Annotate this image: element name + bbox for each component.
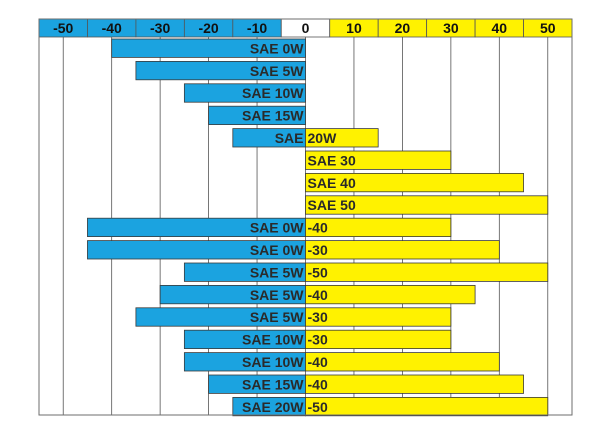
tick-label: 20: [395, 20, 411, 36]
grade-label-left: SAE 5W: [250, 309, 304, 325]
grade-label-left: SAE 5W: [250, 287, 304, 303]
grade-label-left: SAE 0W: [250, 40, 304, 56]
grade-label-right: -40: [308, 287, 328, 303]
hot-range-bar: [305, 172, 524, 193]
grade-label-right: -40: [308, 354, 328, 370]
plot-border: [38, 18, 573, 416]
cold-range-bar: [135, 61, 306, 81]
hot-range-bar: [305, 150, 452, 170]
tick-label: 0: [302, 20, 310, 36]
tick-label: -50: [53, 20, 73, 36]
grade-label-left: SAE 5W: [250, 264, 304, 280]
grade-label-left: SAE 0W: [250, 242, 304, 258]
grade-label-right: -50: [308, 399, 328, 415]
cold-range-bar: [183, 83, 306, 103]
hot-range-bar: [305, 352, 500, 372]
tick-label: -30: [150, 20, 170, 36]
hot-range-bar: [305, 195, 549, 215]
grade-label-right: -30: [308, 242, 328, 258]
grade-label-right: SAE 30: [308, 152, 356, 168]
hot-range-bar: [305, 396, 549, 417]
tick-label: 50: [540, 20, 556, 36]
grade-label-right: -40: [308, 376, 328, 392]
cold-range-bar: [111, 38, 306, 58]
grade-label-right: SAE 50: [308, 197, 356, 213]
grade-label-left: SAE 15W: [242, 108, 304, 124]
grade-label-left: SAE 20W: [242, 399, 304, 415]
cold-range-bar: [208, 105, 306, 125]
tick-label: -10: [247, 20, 267, 36]
hot-range-bar: [305, 307, 452, 327]
grade-label-left: SAE 10W: [242, 354, 304, 370]
grade-label-left: SAE 0W: [250, 220, 304, 236]
hot-range-bar: [305, 329, 452, 350]
bars: [87, 38, 549, 417]
grade-label-right: 20W: [308, 130, 338, 146]
grade-label-left: SAE 10W: [242, 332, 304, 348]
grade-label-right: -40: [308, 220, 328, 236]
tick-label: 10: [346, 20, 362, 36]
hot-range-bar: [305, 374, 524, 394]
grade-label-right: SAE 40: [308, 175, 356, 191]
tick-label: -40: [102, 20, 122, 36]
bar-labels: SAE 0W SAE 5W SAE 10W SAE 15W SAE 20W SAE 30 SA…: [242, 40, 356, 414]
grade-label-right: -30: [308, 332, 328, 348]
grade-label-left: SAE 10W: [242, 85, 304, 101]
tick-label: -20: [198, 20, 218, 36]
hot-range-bar: [305, 240, 500, 260]
tick-label: 40: [492, 20, 508, 36]
grade-label-right: -30: [308, 309, 328, 325]
grade-label-left: SAE: [275, 130, 304, 146]
grade-label-right: -50: [308, 264, 328, 280]
grade-label-left: SAE 15W: [242, 376, 304, 392]
hot-range-bar: [305, 262, 549, 282]
hot-range-bar: [305, 128, 379, 148]
grade-label-left: SAE 5W: [250, 63, 304, 79]
temperature-scale-header: -50 -40 -30 -20 -10 0 10 20 30 40 50: [38, 18, 573, 38]
tick-label: 30: [443, 20, 459, 36]
hot-range-bar: [305, 284, 476, 305]
hot-range-bar: [305, 217, 452, 237]
